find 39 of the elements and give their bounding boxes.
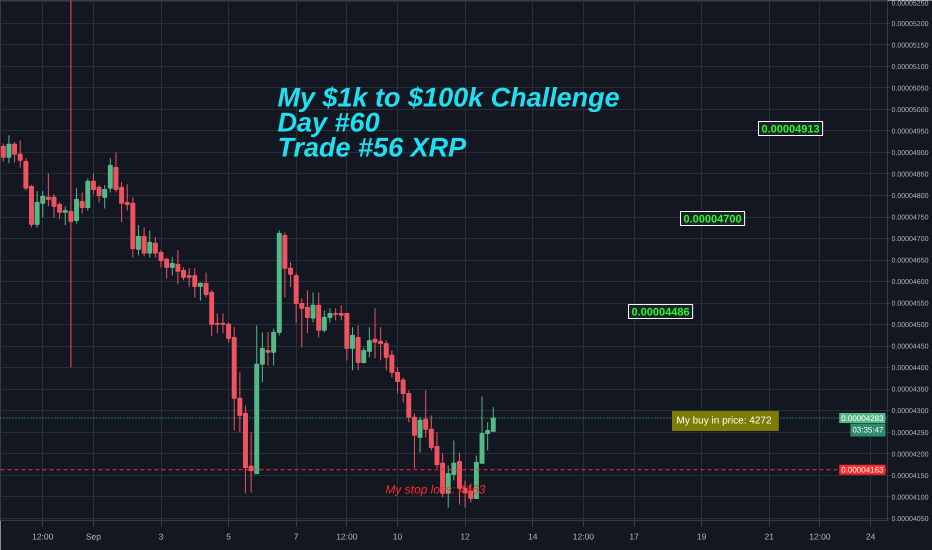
candlestick [310, 292, 316, 323]
x-tick-label: 7 [294, 532, 299, 542]
x-tick-label: 12:00 [32, 532, 54, 542]
annotation: 0.00004486 [632, 306, 690, 318]
candlestick [198, 282, 203, 302]
candlestick [68, 0, 74, 368]
x-tick-label: 12:00 [572, 532, 594, 542]
x-tick-label: 17 [629, 532, 640, 542]
x-tick-label: 14 [528, 532, 538, 542]
x-tick-label: 3 [158, 532, 164, 542]
x-tick-label: 10 [392, 532, 403, 542]
candlestick [136, 224, 141, 256]
x-tick-label: 12:00 [809, 532, 831, 542]
candlestick [266, 332, 270, 366]
annotation: 0.00004913 [762, 124, 820, 136]
candlestick [102, 184, 108, 209]
x-tick-label: 5 [226, 532, 232, 542]
candlestick [0, 142, 6, 162]
candlestick [170, 256, 175, 276]
x-tick-label: 21 [764, 532, 774, 542]
x-tick-label: 12 [460, 532, 470, 542]
candlestick [74, 188, 79, 224]
candlestick [350, 326, 355, 371]
annotation: My buy in price: 4272 [676, 416, 772, 426]
ref-line-label: 0.00004163 [841, 466, 884, 475]
candlestick [62, 206, 68, 226]
candlestick [108, 158, 113, 193]
x-tick-label: Sep [86, 532, 102, 542]
text: My $1k to $100k Challenge Day #60 Trade #56 XRP [278, 82, 620, 162]
candlestick [147, 230, 152, 258]
x-tick-label: 12:00 [336, 532, 358, 542]
annotation: 03:35:47 [852, 426, 884, 434]
x-tick-label: 24 [866, 532, 876, 542]
candlestick [142, 226, 147, 257]
x-tick-label: 19 [696, 532, 707, 542]
candlestick [80, 192, 85, 214]
ref-line-label: 0.00004283 [841, 414, 884, 424]
annotation: 0.00004700 [684, 214, 742, 226]
candlestick [6, 134, 12, 164]
